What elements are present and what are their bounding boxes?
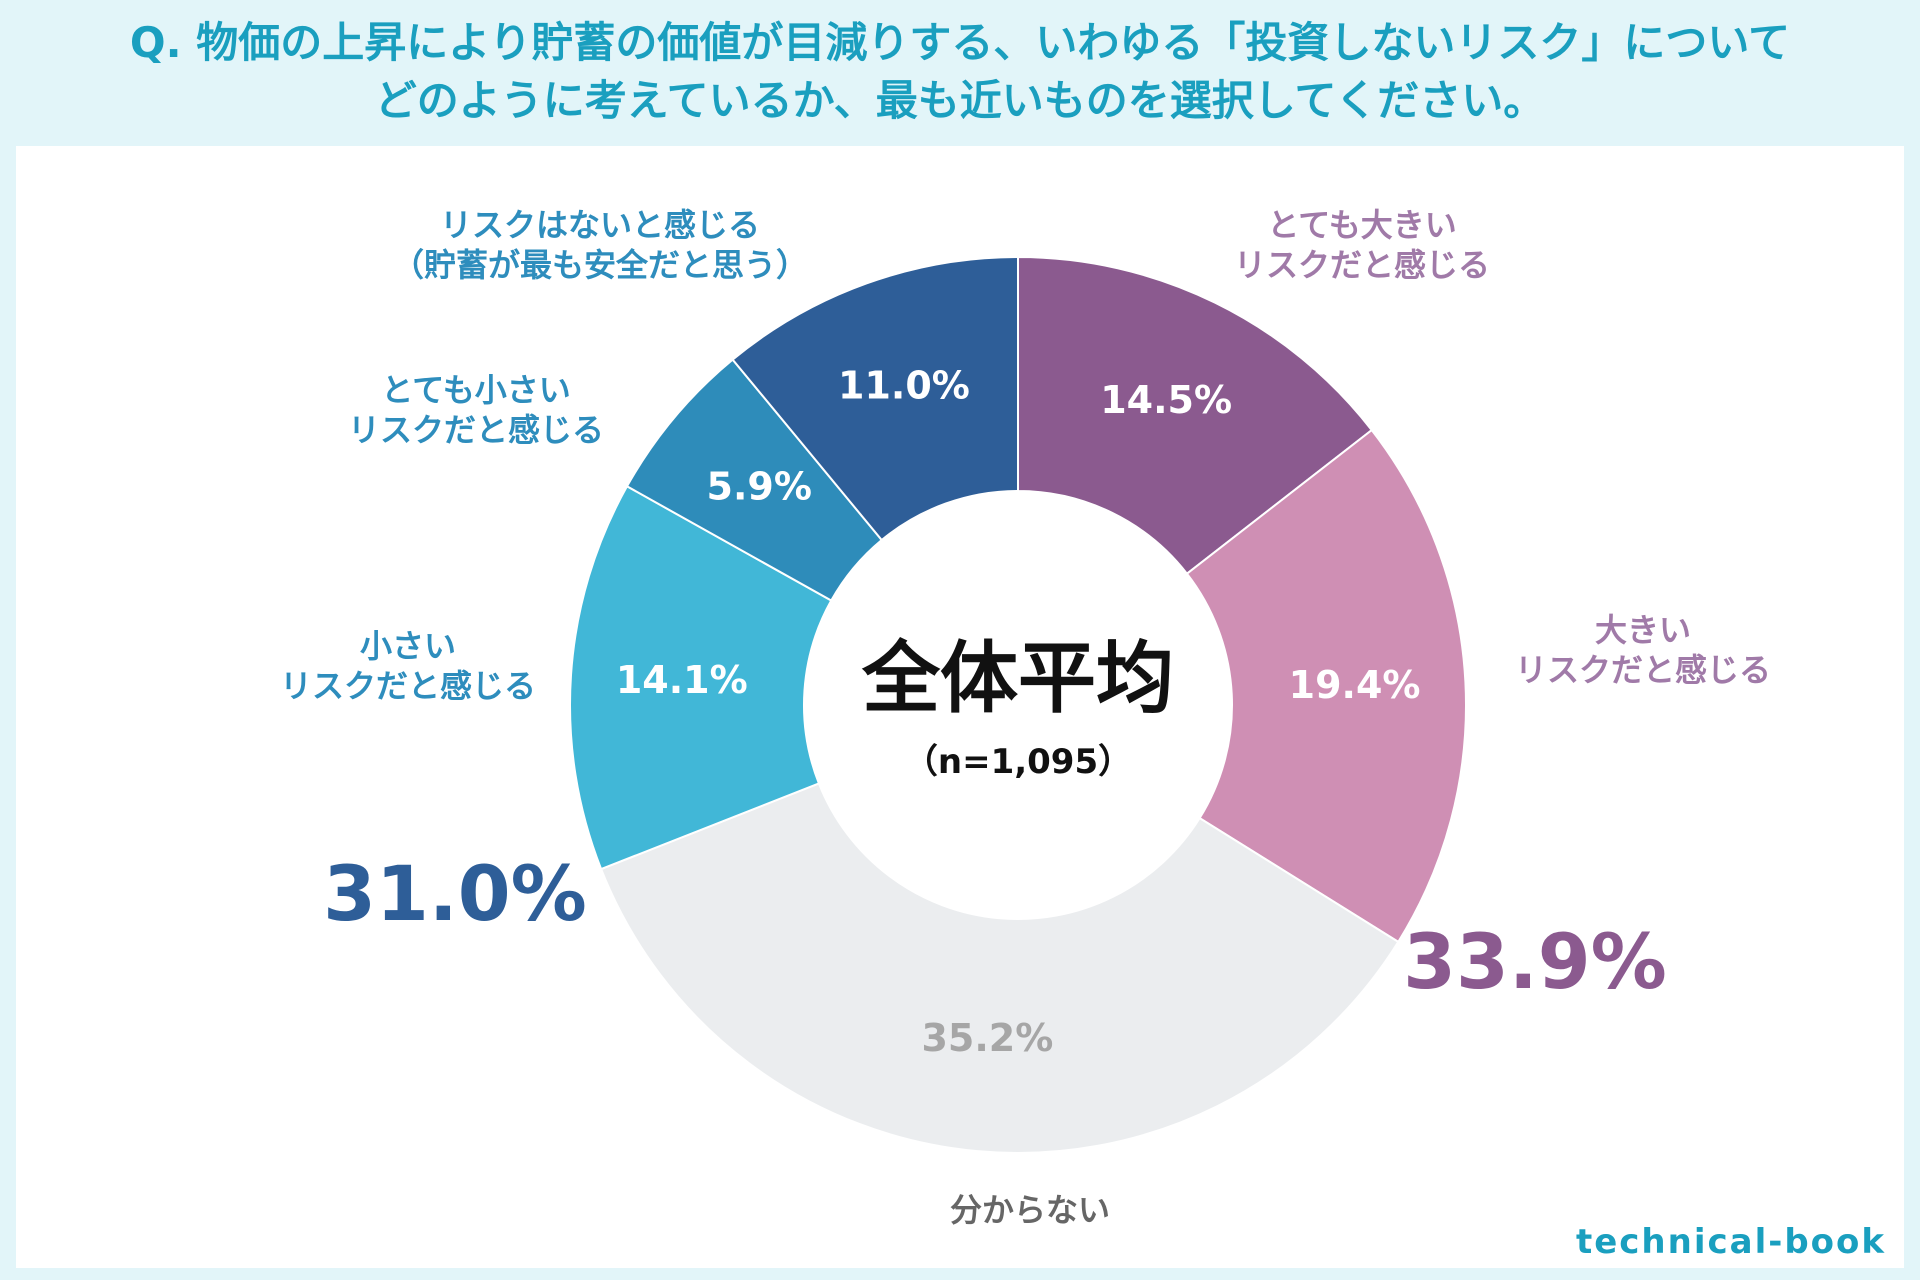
donut-slice-3 [569,484,833,871]
category-label-2-line-0: 分からない [950,1191,1110,1229]
slice-value-label-4: 5.9% [707,465,812,509]
category-labels: とても大きいリスクだと感じる大きいリスクだと感じる分からない小さいリスクだと感じ… [280,206,1771,1229]
slice-value-label-1: 19.4% [1289,663,1421,707]
donut-slice-0 [1017,255,1374,576]
slice-value-label-5: 11.0% [838,363,970,407]
group-total-small-risk: 31.0% [323,849,587,938]
category-label-1-line-0: 大きい [1595,611,1691,649]
brand-logo: technical-book [1575,1222,1886,1262]
category-label-4-line-1: リスクだと感じる [348,411,604,449]
category-label-0-line-1: リスクだと感じる [1234,246,1490,284]
slice-value-label-0: 14.5% [1100,378,1232,422]
center-sample-size: （n=1,095） [904,742,1132,782]
donut-slice-2 [599,782,1400,1154]
question-title: Q. 物価の上昇により貯蓄の価値が目減りする、いわゆる「投資しないリスク」につい… [0,14,1920,130]
category-label-1-line-1: リスクだと感じる [1515,651,1771,689]
category-label-5-line-0: リスクはないと感じる [440,206,760,244]
donut-slices [569,255,1467,1154]
slice-value-labels: 14.5% 19.4% 35.2% 14.1% 5.9% 11.0% [616,363,1421,1060]
donut-slice-5 [731,255,1019,542]
category-label-3-line-0: 小さい [360,627,456,665]
slice-value-label-3: 14.1% [616,658,748,702]
question-line-1: Q. 物価の上昇により貯蓄の価値が目減りする、いわゆる「投資しないリスク」につい… [129,18,1791,67]
category-label-5-line-1: （貯蓄が最も安全だと思う） [392,246,808,284]
question-line-2: どのように考えているか、最も近いものを選択してください。 [374,76,1546,125]
group-total-large-risk: 33.9% [1403,917,1667,1006]
category-label-0-line-0: とても大きい [1267,206,1456,244]
category-label-4-line-0: とても小さい [381,371,570,409]
slice-value-label-2: 35.2% [921,1016,1053,1060]
donut-slice-1 [1185,428,1467,944]
center-title: 全体平均 [861,634,1174,724]
category-label-3-line-1: リスクだと感じる [280,667,536,705]
